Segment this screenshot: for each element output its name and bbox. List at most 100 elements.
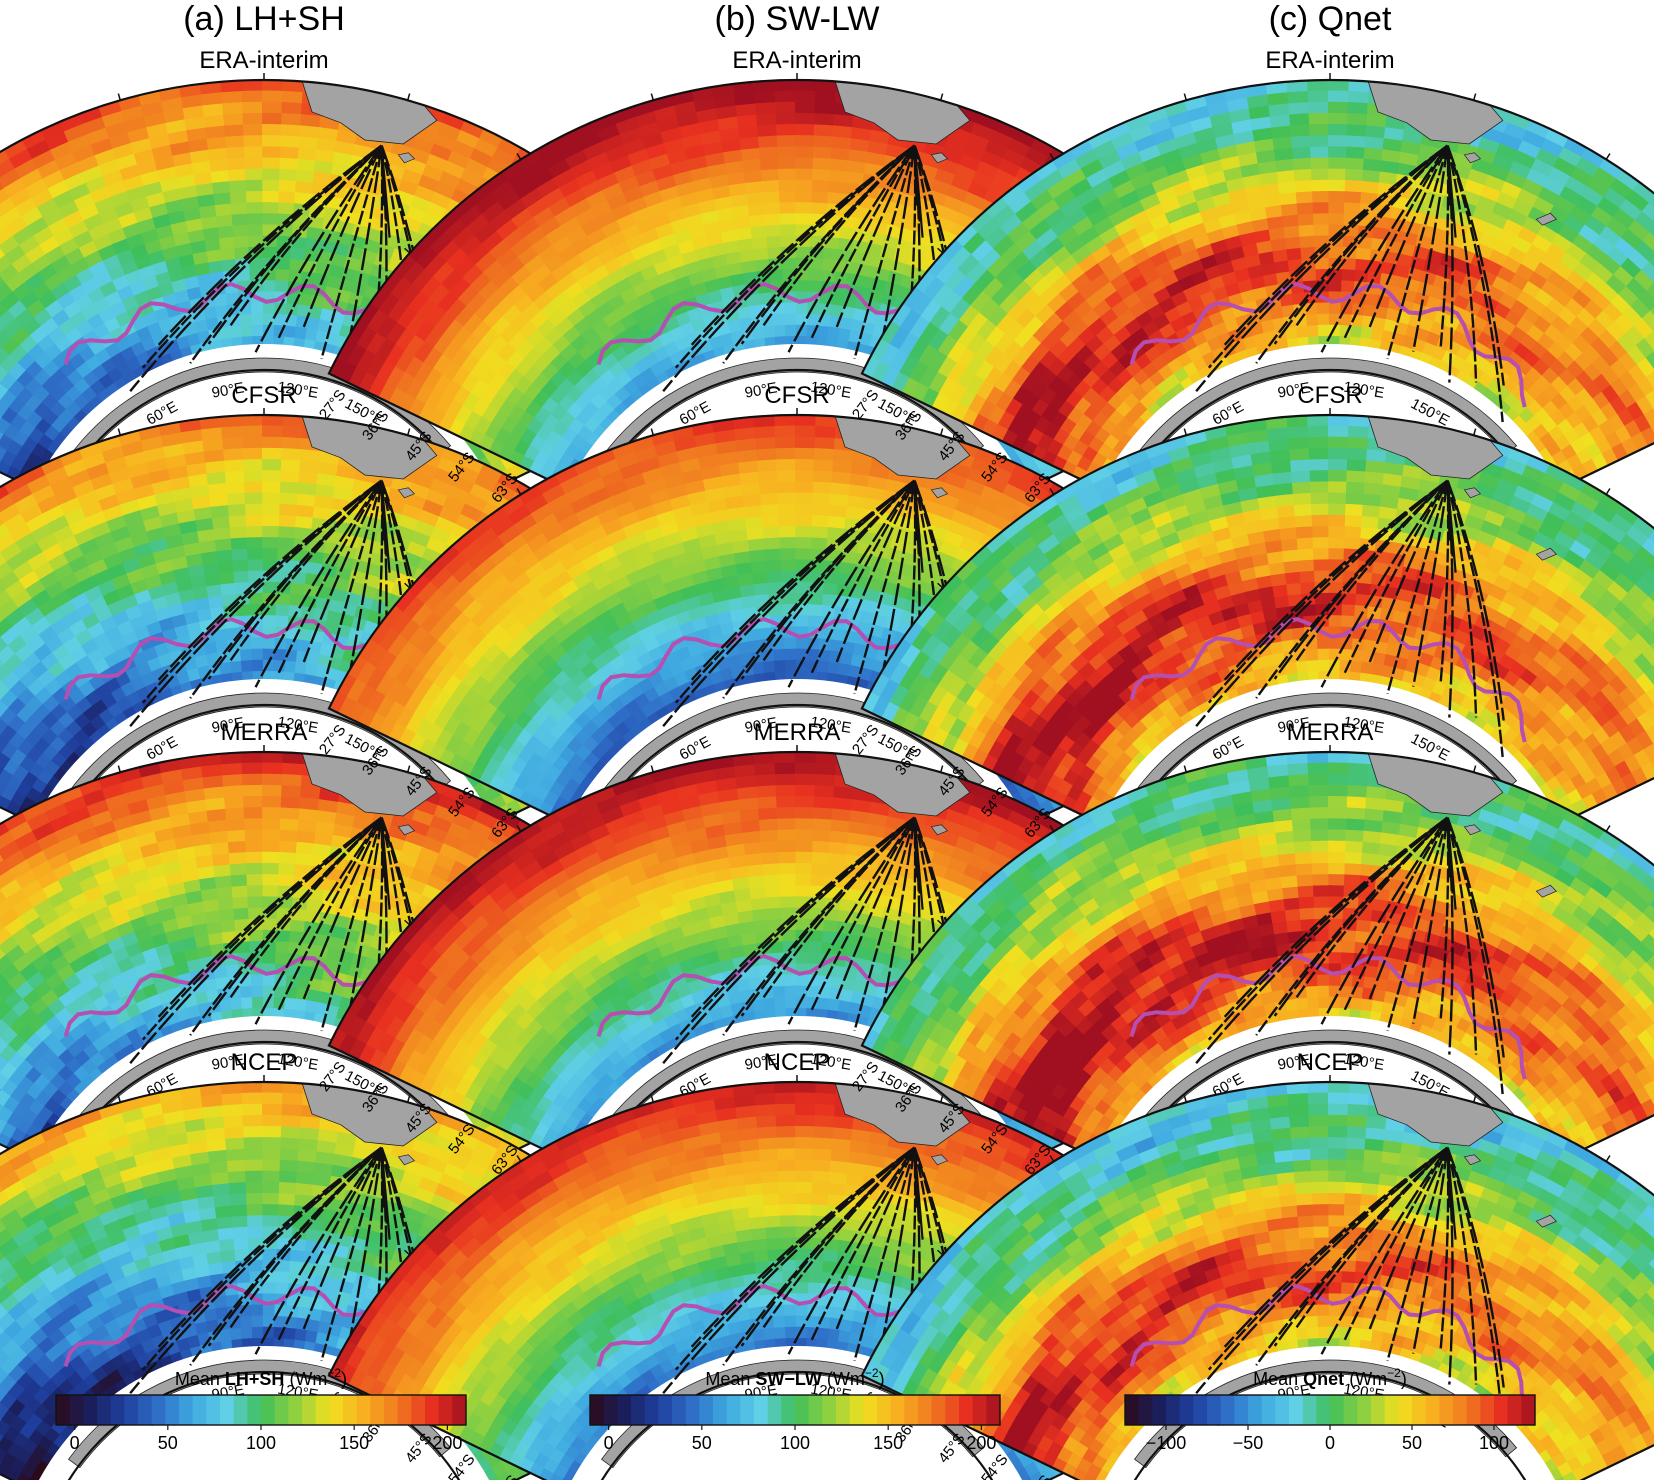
colorbar-cell (1357, 1395, 1372, 1425)
colorbar-cell (1494, 1395, 1509, 1425)
colorbar-cell (740, 1395, 755, 1425)
ship-tracks (1195, 816, 1505, 1095)
colorbar-cell (1138, 1395, 1153, 1425)
latitude-label: 63°S (1021, 1472, 1055, 1480)
colorbar-cell (1439, 1395, 1454, 1425)
colorbar-cell (97, 1395, 112, 1425)
longitude-label: 90°E (1276, 1051, 1311, 1073)
colorbar-cell (261, 1395, 276, 1425)
colorbar-cell (931, 1395, 946, 1425)
longitude-label: 120°E (809, 714, 852, 737)
colorbar-cell (1289, 1395, 1304, 1425)
colorbar-cell (1152, 1395, 1167, 1425)
frame-tick (404, 1249, 411, 1256)
colorbar-cell (179, 1395, 194, 1425)
colorbar-cell (329, 1395, 344, 1425)
colorbar-cell (699, 1395, 714, 1425)
colorbar-tick-label: −100 (1146, 1433, 1187, 1453)
tasmania-land (1463, 487, 1482, 499)
column-title: (c) Qnet (1269, 0, 1392, 38)
frame-tick (937, 582, 944, 589)
colorbar-cell (754, 1395, 769, 1425)
colorbar-cell (1466, 1395, 1481, 1425)
antarctica-land (1134, 1359, 1518, 1469)
frame-tick (1605, 488, 1611, 495)
colorbar-cell (288, 1395, 303, 1425)
frame-tick (650, 93, 655, 101)
colorbar-cell (808, 1395, 823, 1425)
colorbar-label: Mean LH+SH (Wm−2) (175, 1366, 347, 1389)
colorbar-tick-label: 100 (246, 1433, 276, 1453)
frame-tick (939, 93, 944, 101)
frame-tick (939, 428, 944, 436)
frame-tick (117, 765, 122, 773)
frame-tick (650, 765, 655, 773)
colorbar-cell (411, 1395, 426, 1425)
longitude-label: 90°E (210, 714, 245, 736)
colorbar: Mean SW−LW (Wm−2) 0 50 100 150 200 (589, 1366, 1001, 1453)
longitude-label: 120°E (1342, 379, 1385, 402)
colorbar-cell (644, 1395, 659, 1425)
panel-title: MERRA (754, 719, 841, 746)
colorbar-cell (1425, 1395, 1440, 1425)
colorbar-cell (863, 1395, 878, 1425)
column-title: (b) SW-LW (715, 0, 880, 38)
colorbar-cell (1343, 1395, 1358, 1425)
panel-title: NCEP (231, 1049, 298, 1076)
colorbar-cell (384, 1395, 399, 1425)
colorbar-cell (192, 1395, 207, 1425)
map-panel: MERRA27°S36°S45°S54°S63°S72°S60°E90°E120… (849, 719, 1654, 1199)
colorbar-cell (1398, 1395, 1413, 1425)
colorbar-cell (1316, 1395, 1331, 1425)
colorbar-cell (274, 1395, 289, 1425)
colorbar-cell (1371, 1395, 1386, 1425)
colorbar-tick-label: 150 (339, 1433, 369, 1453)
longitude-label: 90°E (1276, 714, 1311, 736)
tasmania-land (1463, 824, 1482, 836)
frame-tick (1605, 1155, 1611, 1162)
colorbar-label: Mean SW−LW (Wm−2) (705, 1366, 884, 1389)
tasmania-land (1463, 1154, 1482, 1166)
colorbar-cell (1193, 1395, 1208, 1425)
colorbar-cell (83, 1395, 98, 1425)
column-title: (a) LH+SH (183, 0, 345, 38)
tasmania-land (930, 824, 949, 836)
map-panel: CFSR27°S36°S45°S54°S63°S72°S60°E90°E120°… (849, 382, 1654, 862)
ship-tracks (662, 1146, 972, 1425)
colorbar-cell (220, 1395, 235, 1425)
colorbar-cell (425, 1395, 440, 1425)
ship-tracks (662, 144, 972, 423)
colorbar-tick-label: 100 (1479, 1433, 1509, 1453)
colorbar-cell (631, 1395, 646, 1425)
colorbar-cell (945, 1395, 960, 1425)
panel-title: CFSR (231, 382, 296, 409)
ice-margin (1099, 678, 1561, 835)
tasmania-land (397, 487, 416, 499)
colorbar-cell (849, 1395, 864, 1425)
colorbar-tick-label: 0 (70, 1433, 80, 1453)
colorbar-cell (69, 1395, 84, 1425)
frame-tick (117, 93, 122, 101)
longitude-label: 90°E (210, 1051, 245, 1073)
frame-tick (939, 765, 944, 773)
colorbar-tick-label: 50 (158, 1433, 178, 1453)
colorbar-cell (151, 1395, 166, 1425)
latitude-label: 63°S (488, 1472, 522, 1480)
ship-tracks (129, 816, 439, 1095)
colorbar-cell (452, 1395, 467, 1425)
frame-tick (1472, 93, 1477, 101)
new-zealand-land (1535, 212, 1558, 226)
colorbar-tick-label: 100 (780, 1433, 810, 1453)
frame-tick (516, 488, 522, 495)
frame-tick (404, 582, 411, 589)
frame-tick (650, 428, 655, 436)
frame-tick (406, 93, 411, 101)
longitude-label: 120°E (809, 379, 852, 402)
frame-tick (516, 1155, 522, 1162)
colorbar-cell (1179, 1395, 1194, 1425)
colorbar-cell (1330, 1395, 1345, 1425)
colorbar-cell (110, 1395, 125, 1425)
frame-tick (1049, 1155, 1055, 1162)
map-panels: ERA-interim27°S36°S45°S54°S63°S72°S60°E9… (0, 47, 1654, 1480)
